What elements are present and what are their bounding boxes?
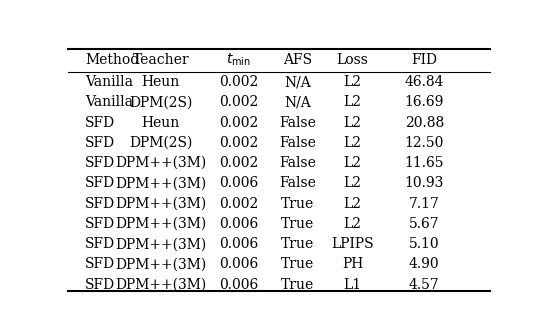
Text: DPM(2S): DPM(2S) (129, 136, 193, 150)
Text: SFD: SFD (85, 217, 115, 231)
Text: 20.88: 20.88 (405, 116, 444, 129)
Text: SFD: SFD (85, 237, 115, 251)
Text: L2: L2 (344, 136, 362, 150)
Text: SFD: SFD (85, 278, 115, 292)
Text: 0.006: 0.006 (219, 176, 258, 190)
Text: False: False (279, 176, 316, 190)
Text: Heun: Heun (141, 116, 180, 129)
Text: True: True (281, 197, 314, 211)
Text: DPM++(3M): DPM++(3M) (115, 258, 206, 272)
Text: 0.006: 0.006 (219, 278, 258, 292)
Text: SFD: SFD (85, 197, 115, 211)
Text: 0.006: 0.006 (219, 237, 258, 251)
Text: L2: L2 (344, 197, 362, 211)
Text: DPM++(3M): DPM++(3M) (115, 156, 206, 170)
Text: Vanilla: Vanilla (85, 95, 133, 109)
Text: DPM++(3M): DPM++(3M) (115, 278, 206, 292)
Text: DPM++(3M): DPM++(3M) (115, 237, 206, 251)
Text: L2: L2 (344, 156, 362, 170)
Text: False: False (279, 116, 316, 129)
Text: 12.50: 12.50 (405, 136, 444, 150)
Text: L2: L2 (344, 75, 362, 89)
Text: FID: FID (411, 53, 437, 67)
Text: L2: L2 (344, 116, 362, 129)
Text: L2: L2 (344, 217, 362, 231)
Text: PH: PH (342, 258, 363, 272)
Text: True: True (281, 237, 314, 251)
Text: L1: L1 (343, 278, 362, 292)
Text: Vanilla: Vanilla (85, 75, 133, 89)
Text: DPM(2S): DPM(2S) (129, 95, 193, 109)
Text: SFD: SFD (85, 136, 115, 150)
Text: True: True (281, 258, 314, 272)
Text: 0.002: 0.002 (219, 156, 258, 170)
Text: Loss: Loss (337, 53, 368, 67)
Text: 0.002: 0.002 (219, 116, 258, 129)
Text: L2: L2 (344, 176, 362, 190)
Text: 0.006: 0.006 (219, 217, 258, 231)
Text: 5.10: 5.10 (409, 237, 440, 251)
Text: N/A: N/A (285, 75, 311, 89)
Text: 11.65: 11.65 (405, 156, 444, 170)
Text: 4.57: 4.57 (409, 278, 440, 292)
Text: Method: Method (85, 53, 139, 67)
Text: SFD: SFD (85, 176, 115, 190)
Text: 0.006: 0.006 (219, 258, 258, 272)
Text: SFD: SFD (85, 156, 115, 170)
Text: L2: L2 (344, 95, 362, 109)
Text: True: True (281, 278, 314, 292)
Text: DPM++(3M): DPM++(3M) (115, 217, 206, 231)
Text: DPM++(3M): DPM++(3M) (115, 197, 206, 211)
Text: Heun: Heun (141, 75, 180, 89)
Text: 4.90: 4.90 (409, 258, 440, 272)
Text: 0.002: 0.002 (219, 197, 258, 211)
Text: True: True (281, 217, 314, 231)
Text: $t_{\mathrm{min}}$: $t_{\mathrm{min}}$ (226, 52, 251, 68)
Text: 7.17: 7.17 (409, 197, 440, 211)
Text: N/A: N/A (285, 95, 311, 109)
Text: 0.002: 0.002 (219, 95, 258, 109)
Text: 5.67: 5.67 (409, 217, 440, 231)
Text: LPIPS: LPIPS (331, 237, 374, 251)
Text: 46.84: 46.84 (405, 75, 444, 89)
Text: Teacher: Teacher (132, 53, 189, 67)
Text: DPM++(3M): DPM++(3M) (115, 176, 206, 190)
Text: False: False (279, 156, 316, 170)
Text: AFS: AFS (283, 53, 312, 67)
Text: SFD: SFD (85, 258, 115, 272)
Text: 0.002: 0.002 (219, 75, 258, 89)
Text: SFD: SFD (85, 116, 115, 129)
Text: 0.002: 0.002 (219, 136, 258, 150)
Text: 10.93: 10.93 (405, 176, 444, 190)
Text: 16.69: 16.69 (405, 95, 444, 109)
Text: False: False (279, 136, 316, 150)
